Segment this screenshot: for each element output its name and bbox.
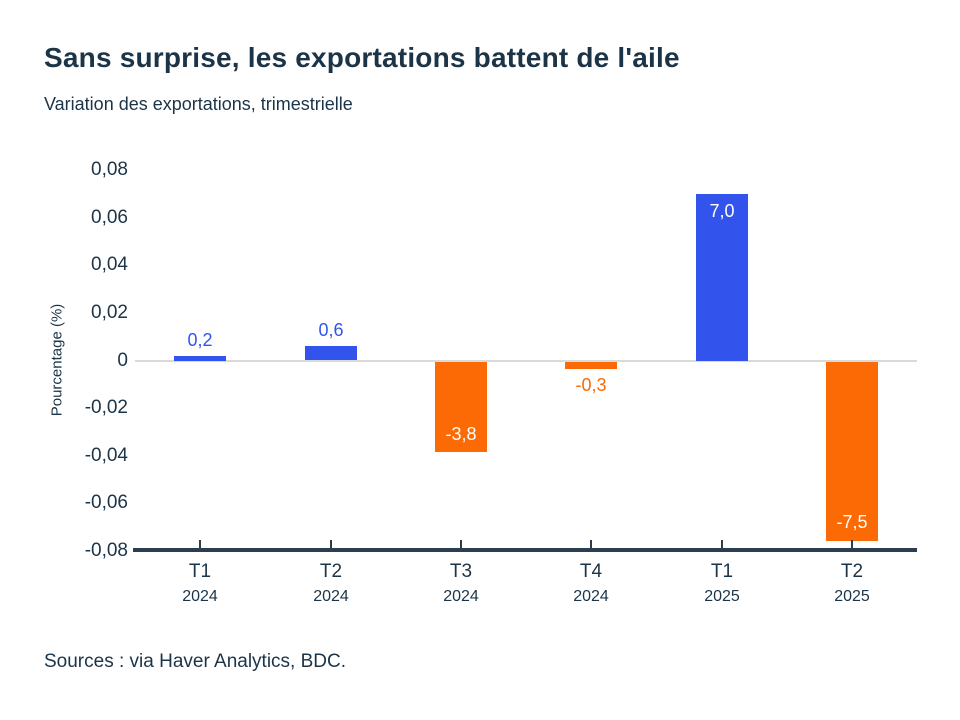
bar-value-label: 7,0 [709,201,735,221]
quarter-label: T1 [710,561,734,582]
x-category-label-T1-2024: T1 2024 [182,561,218,608]
x-category-label-T4-2024: T4 2024 [573,561,609,608]
bar-value-label: 0,2 [187,330,213,350]
y-tick-label: 0 [117,349,128,371]
year-label: 2024 [573,588,609,605]
x-category-label-T2-2024: T2 2024 [313,561,349,608]
y-tick-label: 0,04 [91,254,128,276]
y-tick-label: 0,06 [91,206,128,228]
y-tick-label: 0,02 [91,301,128,323]
y-axis-title: Pourcentage (%) [48,303,66,417]
year-label: 2024 [443,588,479,605]
x-category-label-T3-2024: T3 2024 [443,561,479,608]
y-tick-label: -0,06 [84,492,128,514]
quarter-label: T2 [840,561,864,582]
x-tick-mark [590,540,592,548]
bar-T2-2024 [305,346,357,360]
year-label: 2024 [313,588,349,605]
y-tick-label: 0,08 [91,159,128,180]
year-label: 2025 [834,588,870,605]
x-category-label-T1-2025: T1 2025 [704,561,740,608]
bar-T3-2024 [435,362,487,452]
quarter-label: T1 [188,561,212,582]
x-tick-mark [851,540,853,548]
bar-T1-2025 [696,194,748,361]
x-tick-mark [199,540,201,548]
y-tick-label: -0,04 [84,444,128,466]
bar-value-label: -7,5 [836,512,868,532]
x-tick-mark [721,540,723,548]
y-tick-label: -0,02 [84,397,128,419]
quarter-label: T3 [449,561,473,582]
source-note: Sources : via Haver Analytics, BDC. [44,651,346,672]
quarter-label: T4 [579,561,603,582]
chart-subtitle: Variation des exportations, trimestriell… [44,94,353,114]
x-tick-mark [460,540,462,548]
bar-T2-2025 [826,362,878,541]
chart-title: Sans surprise, les exportations battent … [44,42,680,73]
bar-value-label: -0,3 [575,375,607,395]
bar-T4-2024 [565,362,617,369]
bar-value-label: 0,6 [318,320,344,340]
x-category-label-T2-2025: T2 2025 [834,561,870,608]
x-tick-mark [330,540,332,548]
y-tick-label: -0,08 [84,540,128,561]
x-axis-line [133,548,917,552]
zero-gridline [135,360,917,362]
bar-T1-2024 [174,356,226,361]
year-label: 2024 [182,588,218,605]
quarter-label: T2 [319,561,343,582]
bar-value-label: -3,8 [445,424,477,444]
year-label: 2025 [704,588,740,605]
